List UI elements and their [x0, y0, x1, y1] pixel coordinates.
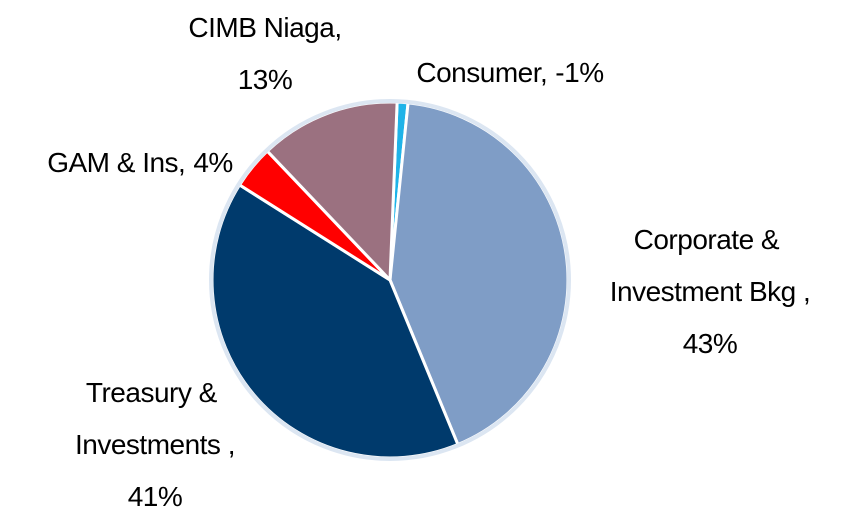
value-label: 4% — [193, 147, 232, 178]
category-label: Consumer, — [416, 57, 547, 88]
label-line: Corporate & — [634, 224, 787, 255]
data-label: Treasury & Investments , 41% — [75, 377, 235, 511]
data-label: GAM & Ins, 4% — [47, 147, 233, 178]
label-line: Treasury & — [86, 377, 224, 408]
label-line: Investments , — [75, 429, 235, 460]
label-line: Investment Bkg , — [610, 276, 811, 307]
value-label: -1% — [555, 57, 603, 88]
category-label: Corporate & Investment Bkg , — [610, 224, 811, 307]
category-label: GAM & Ins, — [47, 147, 185, 178]
pie-outline — [209, 99, 571, 461]
data-label: Consumer, -1% — [416, 57, 603, 88]
data-label: CIMB Niaga, 13% — [188, 12, 341, 95]
data-label: Corporate & Investment Bkg , 43% — [610, 224, 811, 359]
value-label: 43% — [683, 328, 738, 359]
category-label: Treasury & Investments , — [75, 377, 235, 460]
value-label: 41% — [128, 481, 183, 511]
category-label: CIMB Niaga, — [188, 12, 341, 43]
value-label: 13% — [238, 64, 293, 95]
